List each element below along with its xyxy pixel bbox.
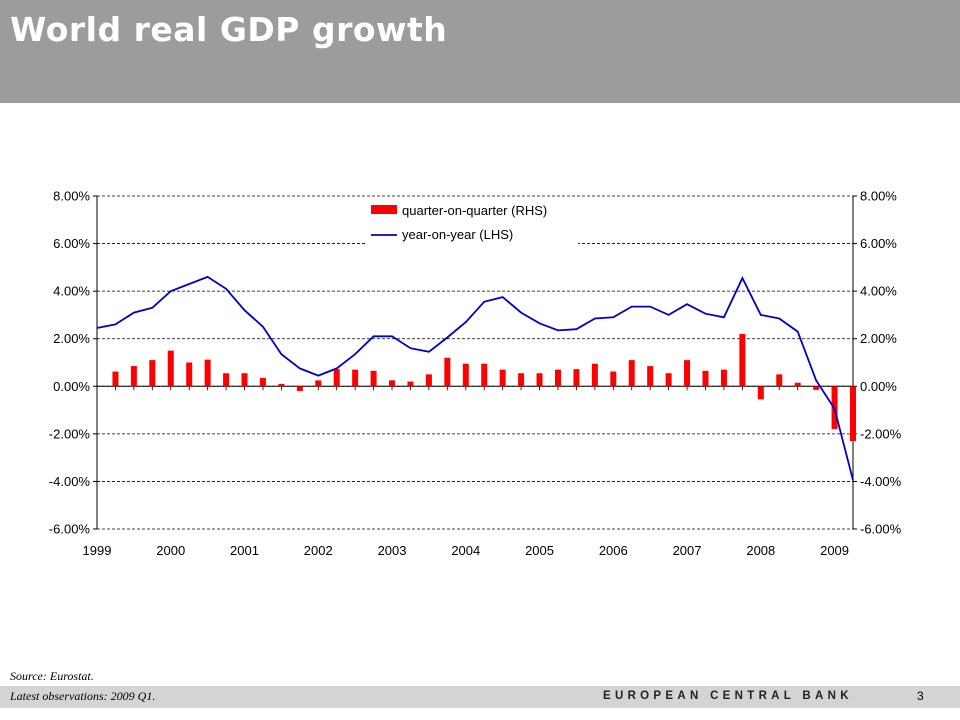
y-tick-label-left: 0.00% (53, 379, 90, 394)
footer-bar: Latest observations: 2009 Q1. EUROPEAN C… (0, 686, 960, 708)
y-tick-label-right: 0.00% (860, 379, 897, 394)
bar-quarter-on-quarter (352, 369, 359, 387)
bar-quarter-on-quarter (499, 369, 506, 387)
bar-quarter-on-quarter (462, 363, 469, 387)
bar-quarter-on-quarter (389, 380, 396, 387)
bar-quarter-on-quarter (628, 360, 635, 387)
bar-quarter-on-quarter (112, 371, 119, 387)
page-title: World real GDP growth (10, 10, 448, 49)
bar-quarter-on-quarter (425, 374, 432, 387)
x-tick-label: 2007 (673, 543, 702, 558)
header-bar: World real GDP growth (0, 0, 960, 103)
bar-quarter-on-quarter (591, 363, 598, 387)
bar-quarter-on-quarter (315, 380, 322, 387)
bar-quarter-on-quarter (554, 369, 561, 387)
bar-quarter-on-quarter (481, 363, 488, 387)
y-tick-label-left: 8.00% (53, 189, 90, 204)
legend-label-bar: quarter-on-quarter (RHS) (402, 203, 547, 218)
bar-quarter-on-quarter (518, 373, 525, 387)
bar-quarter-on-quarter (684, 360, 691, 387)
x-tick-label: 2000 (156, 543, 185, 558)
bar-quarter-on-quarter (149, 360, 156, 387)
bar-quarter-on-quarter (370, 370, 377, 387)
bar-quarter-on-quarter (850, 386, 856, 441)
bar-quarter-on-quarter (610, 371, 617, 387)
bar-quarter-on-quarter (573, 369, 580, 387)
bar-quarter-on-quarter (757, 386, 764, 400)
bar-quarter-on-quarter (333, 369, 340, 387)
x-tick-label: 2008 (746, 543, 775, 558)
bar-quarter-on-quarter (647, 366, 654, 387)
x-tick-label: 2005 (525, 543, 554, 558)
x-tick-label: 2004 (451, 543, 480, 558)
latest-observations-note: Latest observations: 2009 Q1. (10, 689, 156, 703)
source-note: Source: Eurostat. (10, 669, 94, 683)
x-tick-label: 2002 (304, 543, 333, 558)
bar-quarter-on-quarter (223, 373, 230, 387)
legend-box (365, 201, 578, 247)
bar-quarter-on-quarter (278, 383, 285, 387)
x-tick-label: 2001 (230, 543, 259, 558)
bar-quarter-on-quarter (720, 369, 727, 387)
legend-label-line: year-on-year (LHS) (402, 227, 513, 242)
y-tick-label-right: 2.00% (860, 331, 897, 346)
bar-quarter-on-quarter (407, 381, 414, 387)
bar-quarter-on-quarter (665, 373, 672, 387)
line-year-on-year (96, 275, 854, 481)
x-tick-label: 2006 (599, 543, 628, 558)
gdp-growth-chart: -6.00% -6.00% -4.00% -4.00% -2.00% -2.00% 0.00… (49, 189, 902, 559)
bar-quarter-on-quarter (794, 382, 801, 387)
bar-quarter-on-quarter (186, 362, 193, 387)
y-tick-label-left: 6.00% (53, 236, 90, 251)
y-tick-label-right: -2.00% (860, 426, 902, 441)
page-number: 3 (917, 689, 924, 703)
y-tick-label-left: 2.00% (53, 331, 90, 346)
bar-quarter-on-quarter (130, 366, 137, 387)
y-tick-label-right: 4.00% (860, 284, 897, 299)
bar-quarter-on-quarter (813, 386, 820, 390)
bar-quarter-on-quarter (241, 373, 248, 387)
bar-quarter-on-quarter (739, 333, 746, 387)
y-tick-label-left: 4.00% (53, 284, 90, 299)
bank-wordmark: EUROPEAN CENTRAL BANK (603, 690, 853, 702)
y-tick-label-left: -4.00% (49, 474, 91, 489)
bar-quarter-on-quarter (259, 377, 266, 387)
bar-quarter-on-quarter (204, 359, 211, 387)
y-tick-label-right: 8.00% (860, 189, 897, 204)
bar-quarter-on-quarter (167, 350, 174, 387)
x-tick-label: 1999 (83, 543, 112, 558)
bar-quarter-on-quarter (536, 373, 543, 387)
bar-quarter-on-quarter (702, 370, 709, 387)
y-tick-label-left: -6.00% (49, 522, 91, 537)
legend-swatch-bar (371, 205, 397, 214)
y-tick-label-right: 6.00% (860, 236, 897, 251)
x-tick-label: 2009 (820, 543, 849, 558)
x-tick-label: 2003 (378, 543, 407, 558)
bar-quarter-on-quarter (296, 386, 303, 392)
y-tick-label-left: -2.00% (49, 426, 91, 441)
y-tick-label-right: -6.00% (860, 522, 902, 537)
y-tick-label-right: -4.00% (860, 474, 902, 489)
bar-quarter-on-quarter (444, 357, 451, 387)
bar-quarter-on-quarter (776, 374, 783, 387)
